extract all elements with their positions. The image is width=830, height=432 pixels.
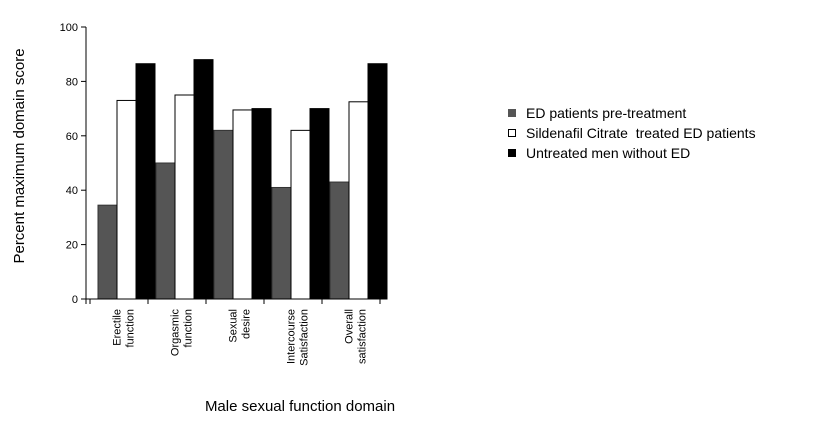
y-tick-label: 40 <box>66 185 78 197</box>
legend-label: Sildenafil Citrate treated ED patients <box>526 125 756 141</box>
legend-item: ED patients pre-treatment <box>508 103 756 123</box>
legend-swatch <box>508 109 516 117</box>
x-category-label: function <box>183 309 195 348</box>
bar <box>213 129 234 300</box>
bar <box>116 99 137 300</box>
y-tick-label: 0 <box>72 294 78 306</box>
legend-label: ED patients pre-treatment <box>526 105 687 121</box>
x-axis-title: Male sexual function domain <box>205 398 395 415</box>
bar <box>174 94 195 300</box>
legend-swatch <box>508 129 516 137</box>
y-axis-title: Percent maximum domain score <box>11 48 28 263</box>
x-category-label: desire <box>241 309 253 339</box>
legend-item: Untreated men without ED <box>508 143 756 163</box>
y-axis: 0 20 40 60 80 100 <box>60 22 87 306</box>
y-tick-label: 100 <box>60 22 78 34</box>
bar <box>155 162 176 300</box>
legend-label: Untreated men without ED <box>526 145 691 161</box>
bar <box>329 181 350 300</box>
bar <box>193 59 214 300</box>
bar <box>232 109 253 300</box>
y-tick-label: 20 <box>66 240 78 252</box>
y-tick-label: 60 <box>66 131 78 143</box>
x-category-label: satisfaction <box>357 309 369 364</box>
bar <box>348 101 369 300</box>
legend: ED patients pre-treatment Sildenafil Citr… <box>508 103 756 163</box>
bar <box>309 108 330 300</box>
bar <box>251 108 272 300</box>
bar <box>97 204 118 300</box>
bar <box>271 186 292 300</box>
x-category-label: Satisfaction <box>299 309 311 366</box>
bars <box>97 59 388 300</box>
x-category-label: Erectile <box>112 309 124 346</box>
x-axis: Erectile function Orgasmic function Sexual de… <box>86 298 385 366</box>
bar <box>135 63 156 300</box>
legend-item: Sildenafil Citrate treated ED patients <box>508 123 756 143</box>
bar <box>367 63 388 300</box>
legend-swatch <box>508 149 516 157</box>
x-category-label: Sexual <box>228 309 240 343</box>
x-category-label: Intercourse <box>286 309 298 364</box>
x-category-label: Orgasmic <box>170 309 182 357</box>
y-tick-label: 80 <box>66 76 78 88</box>
x-category-label: function <box>125 309 137 348</box>
bar <box>290 129 311 300</box>
x-category-label: Overall <box>344 309 356 344</box>
